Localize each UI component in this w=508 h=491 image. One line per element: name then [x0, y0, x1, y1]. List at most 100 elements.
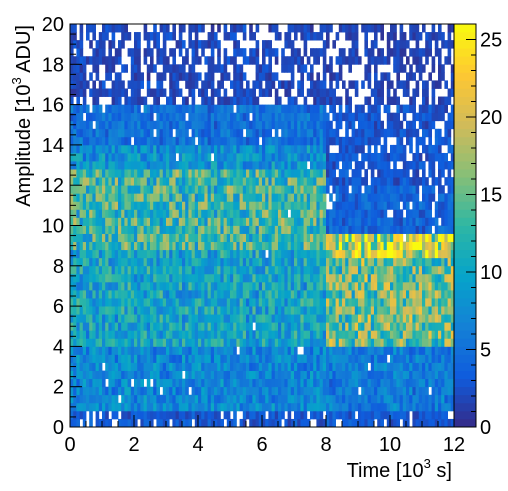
heatmap-cell: [108, 193, 112, 202]
heatmap-cell: [134, 322, 138, 331]
heatmap-cell: [210, 370, 215, 380]
heatmap-cell: [374, 112, 378, 122]
heatmap-cell: [182, 169, 186, 178]
heatmap-cell: [217, 249, 221, 259]
heatmap-cell: [322, 362, 327, 371]
heatmap-cell: [172, 322, 176, 331]
heatmap-cell: [114, 410, 119, 420]
heatmap-cell: [201, 80, 205, 89]
heatmap-cell: [249, 152, 253, 162]
heatmap-cell: [380, 346, 384, 355]
heatmap-cell: [348, 338, 352, 347]
heatmap-cell: [175, 144, 180, 154]
heatmap-cell: [150, 386, 154, 396]
heatmap-cell: [358, 289, 362, 299]
heatmap-cell: [134, 394, 138, 404]
heatmap-cell: [159, 322, 164, 331]
heatmap-cell: [281, 217, 285, 226]
heatmap-cell: [319, 338, 324, 347]
heatmap-cell: [374, 281, 378, 291]
heatmap-cell: [252, 225, 256, 234]
heatmap-cell: [300, 289, 304, 299]
heatmap-cell: [412, 233, 416, 243]
heatmap-cell: [313, 306, 317, 315]
heatmap-cell: [134, 314, 138, 323]
heatmap-cell: [143, 161, 148, 170]
heatmap-cell: [278, 257, 282, 267]
heatmap-cell: [415, 330, 420, 339]
heatmap-cell: [402, 338, 407, 347]
heatmap-cell: [70, 330, 74, 339]
heatmap-cell: [377, 169, 381, 178]
heatmap-cell: [310, 330, 314, 339]
heatmap-cell: [233, 338, 237, 347]
heatmap-cell: [415, 24, 420, 33]
heatmap-cell: [156, 217, 160, 226]
heatmap-cell: [290, 64, 295, 73]
heatmap-cell: [297, 298, 301, 307]
heatmap-cell: [233, 24, 237, 33]
heatmap-cell: [348, 298, 352, 307]
heatmap-cell: [191, 80, 196, 89]
heatmap-cell: [201, 177, 205, 186]
heatmap-cell: [399, 144, 404, 154]
heatmap-cell: [361, 225, 365, 234]
heatmap-cell: [102, 169, 106, 178]
heatmap-cell: [386, 338, 391, 347]
heatmap-cell: [143, 96, 148, 105]
heatmap-cell: [287, 289, 292, 299]
heatmap-cell: [73, 249, 77, 259]
heatmap-cell: [399, 40, 404, 49]
heatmap-cell: [338, 370, 343, 380]
heatmap-cell: [386, 48, 391, 57]
heatmap-cell: [233, 72, 237, 81]
heatmap-cell: [140, 177, 144, 186]
heatmap-cell: [242, 249, 247, 259]
heatmap-cell: [130, 104, 135, 114]
heatmap-cell: [79, 104, 84, 114]
heatmap-cell: [294, 314, 298, 323]
heatmap-cell: [265, 136, 269, 146]
heatmap-cell: [262, 169, 266, 178]
heatmap-cell: [409, 281, 413, 291]
heatmap-cell: [412, 169, 416, 178]
heatmap-cell: [226, 233, 231, 243]
heatmap-cell: [396, 112, 400, 122]
heatmap-cell: [370, 217, 375, 226]
heatmap-cell: [150, 136, 154, 146]
heatmap-cell: [153, 249, 157, 259]
heatmap-cell: [303, 289, 308, 299]
heatmap-cell: [386, 241, 391, 251]
heatmap-cell: [415, 410, 420, 420]
heatmap-cell: [191, 201, 196, 210]
heatmap-cell: [390, 152, 394, 162]
heatmap-cell: [191, 72, 196, 81]
heatmap-cell: [354, 185, 359, 194]
heatmap-cell: [156, 80, 160, 89]
heatmap-cell: [246, 394, 250, 404]
heatmap-cell: [233, 289, 237, 299]
heatmap-cell: [332, 265, 336, 275]
heatmap-cell: [239, 314, 244, 323]
heatmap-cell: [105, 257, 109, 267]
heatmap-cell: [191, 217, 196, 226]
heatmap-cell: [108, 88, 112, 97]
heatmap-cell: [73, 233, 77, 243]
heatmap-cell: [303, 330, 308, 339]
heatmap-cell: [303, 152, 308, 162]
heatmap-cell: [191, 24, 196, 33]
heatmap-cell: [102, 289, 106, 299]
heatmap-cell: [396, 402, 400, 412]
heatmap-cell: [374, 322, 378, 331]
heatmap-cell: [422, 257, 426, 267]
heatmap-cell: [127, 330, 132, 339]
heatmap-cell: [207, 386, 212, 396]
heatmap-cell: [108, 169, 112, 178]
heatmap-cell: [268, 185, 272, 194]
heatmap-cell: [178, 177, 183, 186]
heatmap-cell: [284, 402, 288, 412]
heatmap-cell: [319, 152, 324, 162]
heatmap-cell: [92, 273, 96, 283]
heatmap-cell: [98, 161, 103, 170]
heatmap-cell: [364, 346, 368, 355]
